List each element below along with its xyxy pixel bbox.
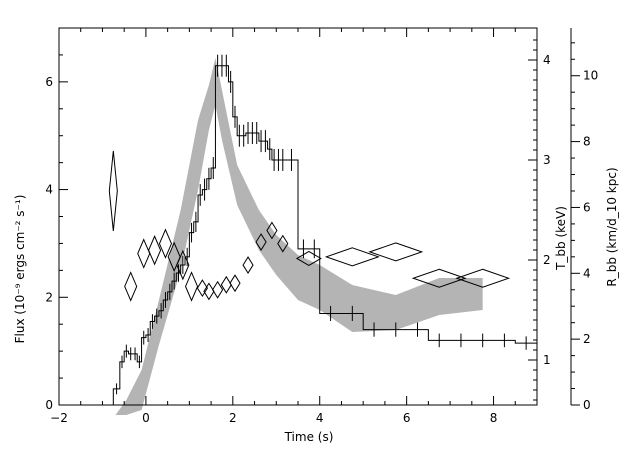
radius-diamond [167, 241, 181, 273]
x-axis-label: Time (s) [284, 430, 334, 444]
radius-diamond-layer [108, 150, 511, 302]
radius-diamond [148, 234, 162, 266]
radius-diamond [137, 238, 151, 269]
flux-tick-label: 0 [45, 398, 53, 412]
x-tick-label: 6 [403, 411, 411, 425]
radius-diamond [255, 233, 267, 251]
radius-diamond [158, 228, 173, 259]
radius-diamond [108, 150, 118, 232]
radius-diamond [203, 282, 215, 301]
radius-diamond [242, 256, 254, 275]
temperature-band [115, 58, 483, 415]
rbb-tick-label: 10 [583, 69, 598, 83]
tbb-tick-label: 3 [543, 153, 551, 167]
radius-diamond [368, 242, 424, 262]
x-tick-label: 4 [316, 411, 324, 425]
x-tick-label: 8 [490, 411, 498, 425]
flux-tick-label: 6 [45, 75, 53, 89]
flux-axis-label: Flux (10⁻⁹ ergs cm⁻² s⁻¹) [13, 195, 27, 344]
tbb-axis-label: T_bb (keV) [554, 206, 568, 271]
temperature-band-layer [115, 58, 483, 415]
radius-diamond [196, 279, 208, 298]
x-tick-label: 0 [142, 411, 150, 425]
radius-diamond [184, 271, 199, 302]
tbb-tick-label: 4 [543, 53, 551, 67]
radius-diamond [124, 271, 138, 302]
radius-diamond [295, 250, 322, 267]
radius-diamond [229, 274, 241, 293]
rbb-tick-label: 8 [583, 135, 591, 149]
x-tick-label: −2 [50, 411, 68, 425]
rbb-tick-label: 4 [583, 266, 591, 280]
radius-diamond [176, 249, 190, 281]
radius-diamond [220, 275, 232, 294]
radius-diamond [212, 280, 224, 299]
tbb-tick-label: 1 [543, 353, 551, 367]
rbb-tick-label: 0 [583, 398, 591, 412]
flux-step-layer [112, 54, 537, 405]
flux-tick-label: 2 [45, 290, 53, 304]
flux-tick-label: 4 [45, 183, 53, 197]
radius-diamond [411, 268, 467, 288]
rbb-tick-label: 6 [583, 200, 591, 214]
tbb-tick-label: 2 [543, 253, 551, 267]
radius-diamond [277, 234, 289, 253]
radius-diamond [455, 268, 511, 288]
radius-diamond [324, 247, 380, 267]
radius-diamond [266, 221, 278, 240]
rbb-axis-label: R_bb (km/d_10 kpc) [605, 167, 619, 286]
rbb-tick-label: 2 [583, 332, 591, 346]
x-tick-label: 2 [229, 411, 237, 425]
